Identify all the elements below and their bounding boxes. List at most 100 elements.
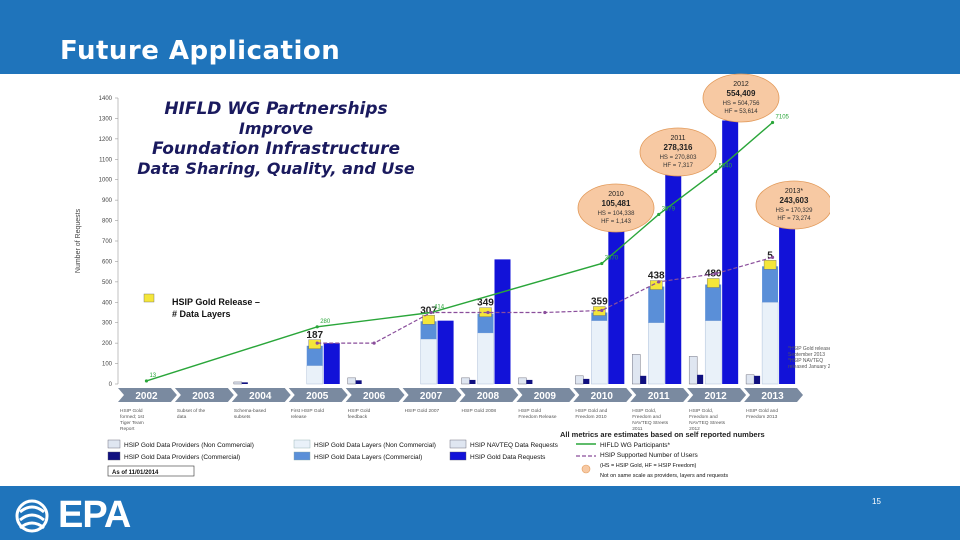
callout-bubble [702,73,780,123]
as-of-text: As of 11/01/2014 [112,470,159,476]
year-note: HSIP Gold and [575,408,607,414]
epa-flower-icon [15,499,49,532]
callout-total: 554,409 [727,89,756,98]
bar-providers-commercial [355,380,362,384]
x-tick-label: 2007 [420,391,443,402]
metrics-note: All metrics are estimates based on self … [560,430,765,439]
callout-detail: HS = 504,756 [723,101,761,107]
participants-data-label: 7105 [776,115,790,121]
year-note: HSIP Gold [348,408,371,414]
release-label: 187 [306,330,323,341]
footnote-right: *HSIP NAVTEQ [788,358,823,364]
y-tick-label: 1400 [99,96,113,102]
bar-layers-commercial [477,313,494,333]
participants-data-label: 3570 [605,255,619,261]
release-badge-icon [650,280,663,290]
year-note: Schema-based [234,408,267,414]
footnote-right: *HSIP Gold released [788,346,830,352]
year-banner-segment [630,388,690,402]
bar-providers-commercial [583,378,590,384]
year-note: First HSIP Gold [291,408,325,414]
year-note: Freedom and [632,414,661,420]
participants-point [657,212,661,217]
legend-label: HSIP Gold Data Layers (Non Commercial) [314,442,436,449]
year-note: HSIP Gold and [746,408,778,414]
year-note: release [291,414,307,420]
y-tick-label: 300 [102,321,113,327]
legend-label: HSIP Gold Data Providers (Commercial) [124,454,240,461]
users-point [429,310,433,315]
year-note: HSIP Gold 2008 [462,408,497,414]
year-banner-segment [573,388,633,402]
release-label: 307 [420,305,437,316]
year-note: Report [120,426,135,432]
y-axis-label: Number of Requests [75,208,82,273]
chart-headline-line: HIFLD WG Partnerships [164,99,387,119]
slide-title: Future Application [60,36,341,66]
legend-swatch [293,451,311,461]
release-badge-icon [706,278,720,288]
bar-requests [779,224,796,384]
page-number: 15 [872,497,881,506]
legend-label: HIFLD WG Participants* [600,442,671,449]
bar-layers-noncommercial [648,322,665,385]
x-tick-label: 2002 [135,391,158,402]
year-note: Tiger Team [120,420,144,426]
year-note: Freedom and [689,414,718,420]
bar-layers-noncommercial [306,365,323,385]
callout-year: 2011 [670,135,685,142]
x-tick-label: 2013 [761,391,784,402]
year-banner-segment [459,388,519,402]
participants-data-label: 13 [149,373,156,379]
bar-requests [494,259,511,384]
legend-swatch [449,451,467,461]
callout-bubble [755,180,830,230]
bar-providers-noncommercial [688,356,698,385]
footnote-right: September 2013 [788,352,825,358]
year-banner-segment [231,388,291,402]
legend-label: HSIP NAVTEQ Data Requests [470,442,559,449]
participants-point [144,379,149,383]
x-tick-label: 2009 [534,391,557,402]
users-point [372,341,376,345]
year-note: Freedom Release [518,414,556,420]
release-label: 349 [477,298,494,309]
legend-label: HSIP Supported Number of Users [600,452,699,459]
chart-headline-line: Data Sharing, Quality, and Use [137,159,415,178]
y-tick-label: 800 [102,219,113,225]
year-banner-segment [687,388,747,402]
bar-requests [437,320,454,384]
legend-label: HSIP Gold Data Requests [470,454,546,461]
bar-providers-commercial [697,374,704,384]
y-tick-label: 400 [102,300,113,306]
bar-layers-commercial [306,345,323,366]
chart-headline-line: Improve [239,119,313,138]
chart-container: 0 100 200 300 400 500 600 700 800 900 1000 1100 1200… [66,62,830,480]
year-banner-segment [402,388,462,402]
users-point [543,310,547,315]
year-note: HSIP Gold, [632,408,656,414]
y-tick-label: 1100 [99,157,113,163]
bar-layers-noncommercial [761,302,779,385]
bar-providers-noncommercial [745,374,755,385]
year-note: subsets [234,414,251,420]
callout-detail: HF = 1,143 [601,219,632,225]
y-tick-label: 1300 [99,116,113,122]
x-tick-label: 2005 [306,391,329,402]
bar-layers-commercial [762,266,779,303]
year-note: 2012 [689,426,700,432]
release-label: 438 [648,271,665,282]
y-tick-label: 1000 [99,178,113,184]
users-point [714,272,718,276]
legend-label: (HS = HSIP Gold, HF = HSIP Freedom) [600,463,697,469]
y-tick-label: 700 [102,239,113,245]
participants-point [770,120,775,125]
legend-label: Not on same scale as providers, layers a… [600,473,728,479]
callout-detail: HS = 270,803 [660,155,698,161]
year-banner-segment [174,388,234,402]
bar-layers-commercial [420,321,437,340]
bar-providers-noncommercial [575,375,584,385]
bar-layers-commercial [648,286,665,323]
callout-year: 2010 [608,191,624,198]
x-tick-label: 2006 [363,391,386,402]
